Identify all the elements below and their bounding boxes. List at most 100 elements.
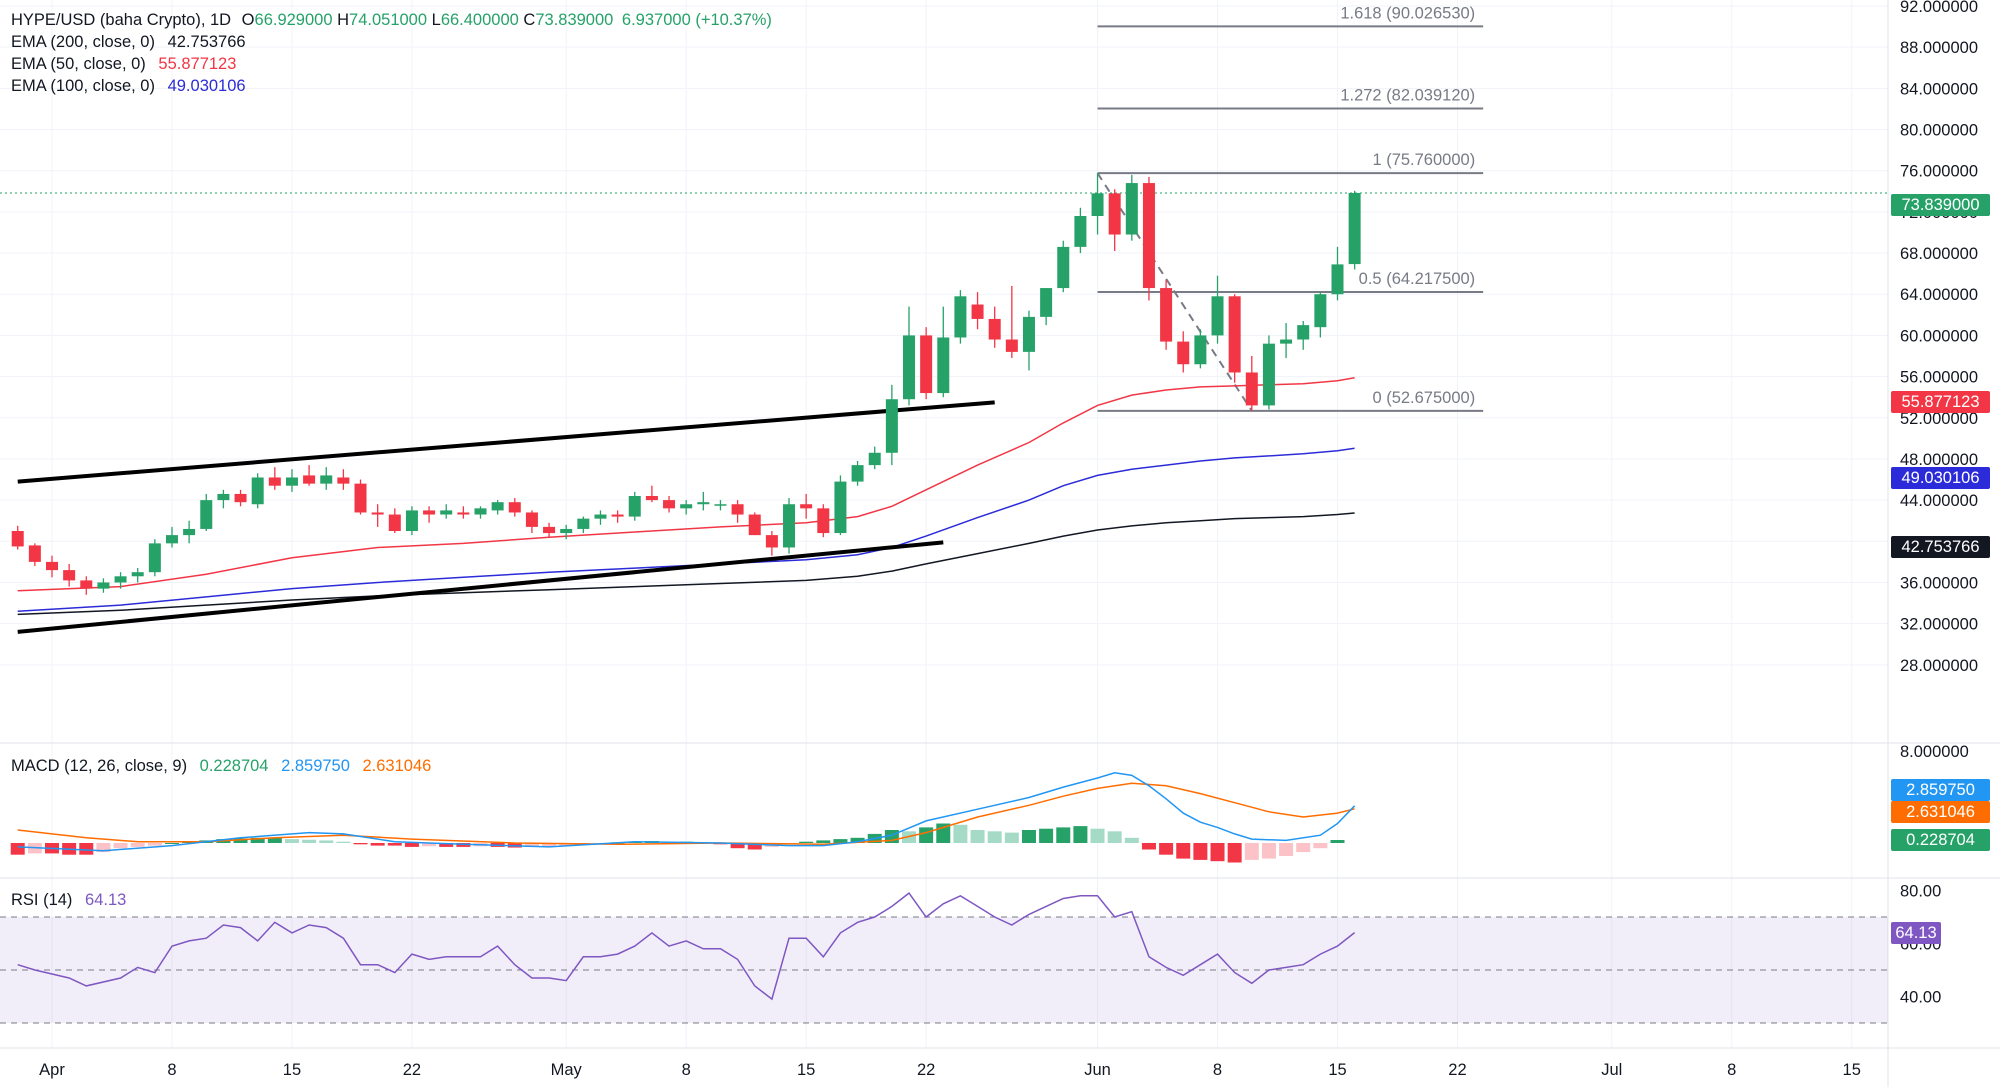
macd-histogram-bar bbox=[1193, 843, 1208, 860]
open-label: O bbox=[241, 11, 255, 29]
rsi-tick-label: 40.00 bbox=[1900, 989, 1941, 1007]
price-tick-label: 64.000000 bbox=[1900, 286, 1978, 304]
candle-body bbox=[697, 502, 710, 505]
macd-pane bbox=[10, 772, 1356, 863]
axes: 92.00000088.00000084.00000080.00000076.0… bbox=[39, 0, 1978, 1079]
candles bbox=[11, 173, 1361, 595]
time-tick-label: 8 bbox=[167, 1061, 176, 1079]
low-value: 66.400000 bbox=[440, 11, 519, 29]
price-tick-label: 92.000000 bbox=[1900, 0, 1978, 16]
macd-histogram-bar bbox=[353, 843, 368, 845]
candle-body bbox=[1211, 296, 1224, 336]
time-tick-label: 22 bbox=[403, 1061, 421, 1079]
candle-body bbox=[1057, 246, 1070, 289]
macd-histogram-bar bbox=[1004, 832, 1019, 843]
macd-histogram-bar bbox=[833, 839, 848, 843]
candle-body bbox=[560, 528, 573, 534]
ema100-label: EMA (100, close, 0) bbox=[11, 77, 155, 95]
macd-histogram-bar bbox=[919, 827, 934, 843]
macd-histogram-bar bbox=[1261, 843, 1276, 859]
time-tick-label: 15 bbox=[1843, 1061, 1861, 1079]
price-tick-label: 60.000000 bbox=[1900, 327, 1978, 345]
candle-body bbox=[491, 502, 504, 511]
candle-body bbox=[1005, 339, 1018, 352]
price-tick-label: 80.000000 bbox=[1900, 122, 1978, 140]
candle-body bbox=[1177, 341, 1190, 365]
candle-body bbox=[1040, 288, 1053, 317]
price-tick-label: 84.000000 bbox=[1900, 80, 1978, 98]
macd-histogram-bar bbox=[113, 843, 128, 849]
candle-body bbox=[217, 493, 230, 501]
rsi-price-tag: 64.13 bbox=[1891, 922, 1941, 944]
symbol-label[interactable]: HYPE/USD (baha Crypto), 1D bbox=[11, 11, 232, 29]
macd-histogram-bar bbox=[1227, 843, 1242, 863]
rsi-legend[interactable]: RSI (14) 64.13 bbox=[11, 891, 126, 910]
trendlines[interactable] bbox=[17, 400, 995, 634]
macd-histogram-bar bbox=[250, 837, 265, 843]
time-tick-label: 15 bbox=[1328, 1061, 1346, 1079]
ema50-line bbox=[17, 377, 1355, 592]
time-tick-label: 15 bbox=[283, 1061, 301, 1079]
macd-histogram-bar bbox=[1296, 843, 1311, 853]
macd-histogram-bar bbox=[233, 838, 248, 843]
fib-level-label: 1.272 (82.039120) bbox=[1340, 87, 1475, 105]
candle-body bbox=[577, 518, 590, 529]
ema200-legend[interactable]: EMA (200, close, 0) 42.753766 bbox=[11, 33, 246, 52]
candle-body bbox=[714, 504, 727, 506]
macd-histogram-bar bbox=[730, 843, 745, 849]
candle-body bbox=[1142, 183, 1155, 289]
candle-body bbox=[1074, 216, 1087, 247]
time-tick-label: Jul bbox=[1601, 1061, 1622, 1079]
ema100-line bbox=[17, 447, 1355, 613]
macd-hist-value: 0.228704 bbox=[199, 757, 269, 775]
candle-body bbox=[371, 512, 384, 515]
macd-histogram-bar bbox=[542, 843, 557, 847]
candle-body bbox=[1125, 183, 1138, 235]
candle-body bbox=[1245, 372, 1258, 406]
rsi-tick-label: 80.00 bbox=[1900, 883, 1941, 901]
last-price-tag: 73.839000 bbox=[1891, 194, 1990, 216]
candle-body bbox=[320, 475, 333, 484]
macd-histogram-bar bbox=[164, 843, 179, 844]
fib-level-label: 1 (75.760000) bbox=[1372, 151, 1475, 169]
candle-body bbox=[28, 545, 41, 562]
candle-body bbox=[131, 572, 144, 577]
ema100-legend[interactable]: EMA (100, close, 0) 49.030106 bbox=[11, 77, 246, 96]
macd-histogram-bar bbox=[1210, 843, 1225, 862]
rsi-band-fill bbox=[0, 917, 1888, 1023]
macd-histogram-bar bbox=[1107, 831, 1122, 843]
macd-histogram-bar bbox=[404, 843, 419, 847]
candle-body bbox=[46, 561, 58, 571]
macd-label: MACD (12, 26, close, 9) bbox=[11, 757, 188, 775]
fib-level-label: 1.618 (90.026530) bbox=[1340, 4, 1475, 22]
macd-histogram-bar bbox=[1244, 843, 1259, 860]
macd-histogram-bar bbox=[319, 840, 334, 843]
candle-body bbox=[1194, 335, 1207, 365]
time-tick-label: 15 bbox=[797, 1061, 815, 1079]
time-tick-label: 22 bbox=[1448, 1061, 1466, 1079]
macd-histogram-bar bbox=[370, 843, 385, 846]
candle-body bbox=[885, 399, 898, 453]
fib-level-label: 0 (52.675000) bbox=[1372, 389, 1475, 407]
candle-body bbox=[748, 514, 761, 536]
candle-body bbox=[63, 570, 76, 581]
candle-body bbox=[11, 531, 24, 547]
rsi-label: RSI (14) bbox=[11, 891, 73, 909]
signal-price-tag: 2.631046 bbox=[1891, 801, 1990, 823]
candle-body bbox=[165, 535, 178, 544]
candle-body bbox=[971, 304, 984, 319]
time-tick-label: 8 bbox=[682, 1061, 691, 1079]
candle-body bbox=[834, 481, 847, 534]
ema50-legend[interactable]: EMA (50, close, 0) 55.877123 bbox=[11, 55, 236, 74]
fibonacci-retracement[interactable]: 1.618 (90.026530) 1.272 (82.039120) 1 (75.… bbox=[0, 4, 1888, 412]
macd-histogram-bar bbox=[79, 843, 94, 855]
candle-body bbox=[1160, 288, 1173, 342]
macd-histogram-bar bbox=[1176, 843, 1191, 859]
candle-body bbox=[800, 504, 813, 509]
macd-legend[interactable]: MACD (12, 26, close, 9) 0.228704 2.85975… bbox=[11, 757, 431, 776]
price-tick-label: 36.000000 bbox=[1900, 574, 1978, 592]
candle-body bbox=[628, 496, 641, 517]
candle-body bbox=[337, 477, 350, 484]
macd-histogram-bar bbox=[987, 831, 1002, 843]
